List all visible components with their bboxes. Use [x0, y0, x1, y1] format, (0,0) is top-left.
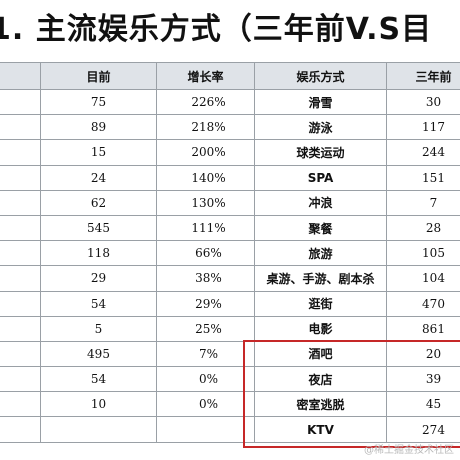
cell-current: 29	[40, 265, 157, 292]
table-row: 24 140% SPA 151	[0, 164, 460, 191]
table-row: 89 218% 游泳 117	[0, 114, 460, 141]
table-row: 495 7% 酒吧 20	[0, 340, 460, 368]
row-cell-blank	[0, 189, 41, 216]
cell-current	[40, 416, 157, 443]
row-cell-blank	[0, 88, 41, 116]
table-row: 75 226% 滑雪 30	[0, 88, 460, 116]
cell-before: 20	[386, 340, 460, 368]
cell-current: 10	[40, 391, 157, 418]
cell-before: 39	[386, 366, 460, 393]
cell-activity: 旅游	[254, 240, 387, 267]
cell-activity: 夜店	[254, 366, 387, 393]
cell-current: 118	[40, 240, 157, 267]
column-header: 增长率	[156, 62, 255, 90]
cell-growth: 25%	[156, 315, 255, 342]
row-cell-blank	[0, 164, 41, 191]
cell-current: 89	[40, 114, 157, 141]
row-cell-blank	[0, 366, 41, 393]
cell-current: 24	[40, 164, 157, 191]
cell-before: 45	[386, 391, 460, 418]
cell-growth: 140%	[156, 164, 255, 191]
cell-before: 274	[386, 416, 460, 443]
cell-growth: 0%	[156, 366, 255, 393]
cell-growth: 0%	[156, 391, 255, 418]
table-row: 10 0% 密室逃脱 45	[0, 391, 460, 418]
column-header: 目前	[40, 62, 157, 90]
row-cell-blank	[0, 340, 41, 368]
cell-current: 15	[40, 139, 157, 166]
cell-growth: 218%	[156, 114, 255, 141]
cell-activity: 聚餐	[254, 214, 387, 242]
cell-before: 30	[386, 88, 460, 116]
row-cell-blank	[0, 265, 41, 292]
cell-growth: 111%	[156, 214, 255, 242]
cell-before: 151	[386, 164, 460, 191]
table-row: 62 130% 冲浪 7	[0, 189, 460, 216]
cell-before: 28	[386, 214, 460, 242]
cell-before: 117	[386, 114, 460, 141]
row-cell-blank	[0, 114, 41, 141]
cell-current: 495	[40, 340, 157, 368]
cell-growth: 66%	[156, 240, 255, 267]
table-row: 545 111% 聚餐 28	[0, 214, 460, 242]
table-row: 29 38% 桌游、手游、剧本杀 104	[0, 265, 460, 292]
cell-growth: 7%	[156, 340, 255, 368]
cell-before: 244	[386, 139, 460, 166]
table-row: KTV 274	[0, 416, 460, 443]
cell-activity: 滑雪	[254, 88, 387, 116]
cell-before: 105	[386, 240, 460, 267]
cell-before: 470	[386, 290, 460, 317]
column-header	[0, 62, 41, 90]
table-row: 118 66% 旅游 105	[0, 240, 460, 267]
cell-current: 545	[40, 214, 157, 242]
row-cell-blank	[0, 315, 41, 342]
cell-activity: 游泳	[254, 114, 387, 141]
column-header: 三年前	[386, 62, 460, 90]
column-header: 娱乐方式	[254, 62, 387, 90]
table-row: 54 29% 逛街 470	[0, 290, 460, 317]
cell-growth	[156, 416, 255, 443]
cell-activity: 球类运动	[254, 139, 387, 166]
row-cell-blank	[0, 290, 41, 317]
cell-activity: 电影	[254, 315, 387, 342]
cell-before: 104	[386, 265, 460, 292]
cell-activity: KTV	[254, 416, 387, 443]
table-body: 75 226% 滑雪 30 89 218% 游泳 117 15 200% 球类运动 244 24 140%…	[0, 88, 460, 443]
cell-current: 54	[40, 366, 157, 393]
cell-current: 75	[40, 88, 157, 116]
cell-growth: 200%	[156, 139, 255, 166]
row-cell-blank	[0, 214, 41, 242]
cell-growth: 226%	[156, 88, 255, 116]
cell-current: 62	[40, 189, 157, 216]
cell-activity: 桌游、手游、剧本杀	[254, 265, 387, 292]
cell-before: 861	[386, 315, 460, 342]
row-cell-blank	[0, 416, 41, 443]
cell-current: 5	[40, 315, 157, 342]
table-row: 5 25% 电影 861	[0, 315, 460, 342]
table-header-row: 目前 增长率 娱乐方式 三年前	[0, 62, 460, 90]
row-cell-blank	[0, 139, 41, 166]
table-row: 15 200% 球类运动 244	[0, 139, 460, 166]
cell-growth: 38%	[156, 265, 255, 292]
page-title: 1. 主流娱乐方式（三年前V.S目	[0, 4, 460, 56]
cell-activity: 酒吧	[254, 340, 387, 368]
row-cell-blank	[0, 240, 41, 267]
cell-growth: 29%	[156, 290, 255, 317]
cell-growth: 130%	[156, 189, 255, 216]
table-row: 54 0% 夜店 39	[0, 366, 460, 393]
row-cell-blank	[0, 391, 41, 418]
cell-activity: 冲浪	[254, 189, 387, 216]
cell-before: 7	[386, 189, 460, 216]
watermark: @稀土掘金技术社区	[364, 445, 454, 456]
cell-activity: 逛街	[254, 290, 387, 317]
cell-activity: 密室逃脱	[254, 391, 387, 418]
data-table: 目前 增长率 娱乐方式 三年前 75 226% 滑雪 30 89 218% 游泳 117 15 2…	[0, 62, 460, 443]
cell-current: 54	[40, 290, 157, 317]
page-title-text: 1. 主流娱乐方式（三年前V.S目	[0, 12, 433, 47]
cell-activity: SPA	[254, 164, 387, 191]
